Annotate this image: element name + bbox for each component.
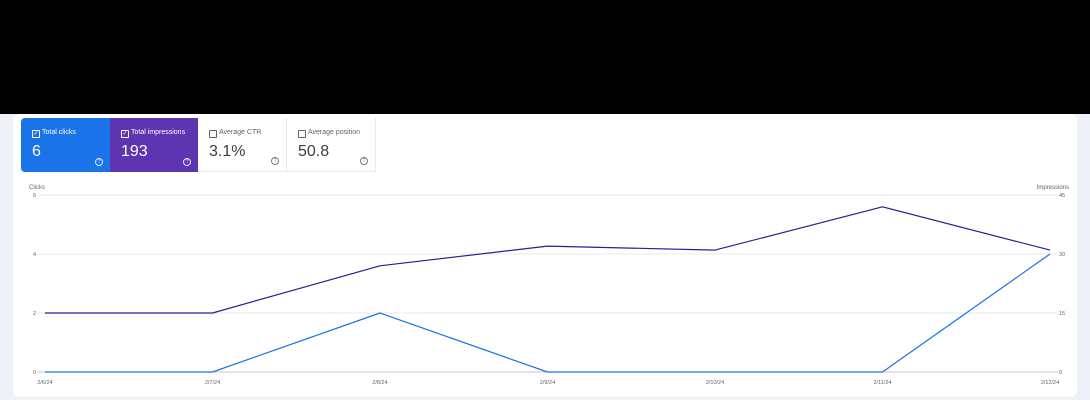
metric-label: Total impressions <box>131 129 186 136</box>
x-tick-label: 2/9/24 <box>540 380 555 386</box>
help-icon[interactable]: ? <box>95 158 103 166</box>
checkbox-icon[interactable] <box>298 130 306 138</box>
left-tick-label: 6 <box>33 193 36 199</box>
x-tick-label: 2/8/24 <box>372 380 387 386</box>
right-axis-title: Impressions <box>1037 185 1069 191</box>
help-icon[interactable]: ? <box>271 157 279 165</box>
metric-card-total-impressions[interactable]: ✓ Total impressions 193 ? <box>110 118 198 172</box>
x-tick-label: 2/7/24 <box>205 380 220 386</box>
metric-card-average-position[interactable]: Average position 50.8 ? <box>287 118 376 172</box>
left-axis-title: Clicks <box>29 185 45 191</box>
metric-card-total-clicks[interactable]: ✓ Total clicks 6 ? <box>21 118 110 172</box>
right-tick-label: 15 <box>1059 311 1065 317</box>
x-tick-label: 2/12/24 <box>1041 380 1059 386</box>
series-line-clicks <box>45 253 1051 373</box>
checkbox-checked-icon[interactable]: ✓ <box>121 130 129 138</box>
header-blackout <box>0 0 1090 114</box>
left-tick-label: 0 <box>33 370 36 376</box>
metric-label: Average position <box>308 129 361 136</box>
series-line-impressions <box>45 206 1051 314</box>
help-icon[interactable]: ? <box>360 157 368 165</box>
help-icon[interactable]: ? <box>183 158 191 166</box>
metric-value: 50.8 <box>298 143 330 160</box>
checkbox-icon[interactable] <box>209 130 217 138</box>
x-tick-label: 2/6/24 <box>37 380 52 386</box>
left-tick-label: 2 <box>33 311 36 317</box>
metric-cards: ✓ Total clicks 6 ? ✓ Total impressions 1… <box>21 118 376 172</box>
x-tick-label: 2/11/24 <box>874 380 892 386</box>
x-tick-label: 2/10/24 <box>706 380 724 386</box>
checkbox-checked-icon[interactable]: ✓ <box>32 130 40 138</box>
right-tick-label: 30 <box>1059 252 1065 258</box>
left-tick-label: 4 <box>33 252 36 258</box>
metric-card-average-ctr[interactable]: Average CTR 3.1% ? <box>198 118 287 172</box>
right-tick-label: 45 <box>1059 193 1065 199</box>
metric-value: 193 <box>121 143 148 160</box>
metric-value: 6 <box>32 143 41 160</box>
metric-label: Average CTR <box>219 129 262 136</box>
right-tick-label: 0 <box>1059 370 1062 376</box>
metric-label: Total clicks <box>42 129 76 136</box>
metric-value: 3.1% <box>209 143 246 160</box>
